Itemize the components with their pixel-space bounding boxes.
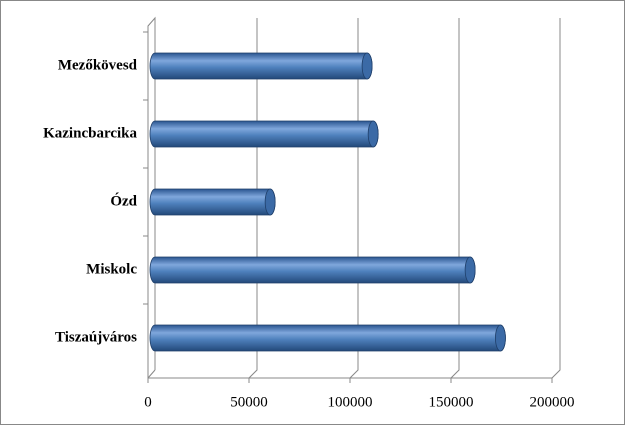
y-tick-label: Ózd	[110, 192, 137, 209]
grid-line	[450, 18, 460, 379]
floor-edge	[147, 369, 156, 379]
bar	[149, 120, 379, 148]
x-tick-label: 100000	[328, 394, 373, 410]
x-tick-label: 0	[144, 394, 152, 410]
bar	[149, 188, 276, 216]
bar	[149, 324, 506, 352]
bar-cap	[495, 324, 506, 352]
bar-cap	[264, 188, 276, 216]
x-tick-label: 200000	[530, 394, 575, 410]
y-tick-label: Miskolc	[86, 261, 137, 277]
bar	[149, 256, 476, 284]
bar-cap	[367, 120, 379, 148]
y-tick-label: Mezőkövesd	[58, 57, 138, 73]
bar-cap	[361, 52, 373, 80]
bar	[149, 52, 373, 80]
y-tick-label: Kazincbarcika	[43, 125, 137, 141]
bar-cap	[464, 256, 476, 284]
x-tick-label: 50000	[230, 394, 268, 410]
x-tick-label: 150000	[429, 394, 474, 410]
y-tick-label: Tiszaújváros	[55, 329, 137, 345]
grid-line	[551, 18, 561, 379]
